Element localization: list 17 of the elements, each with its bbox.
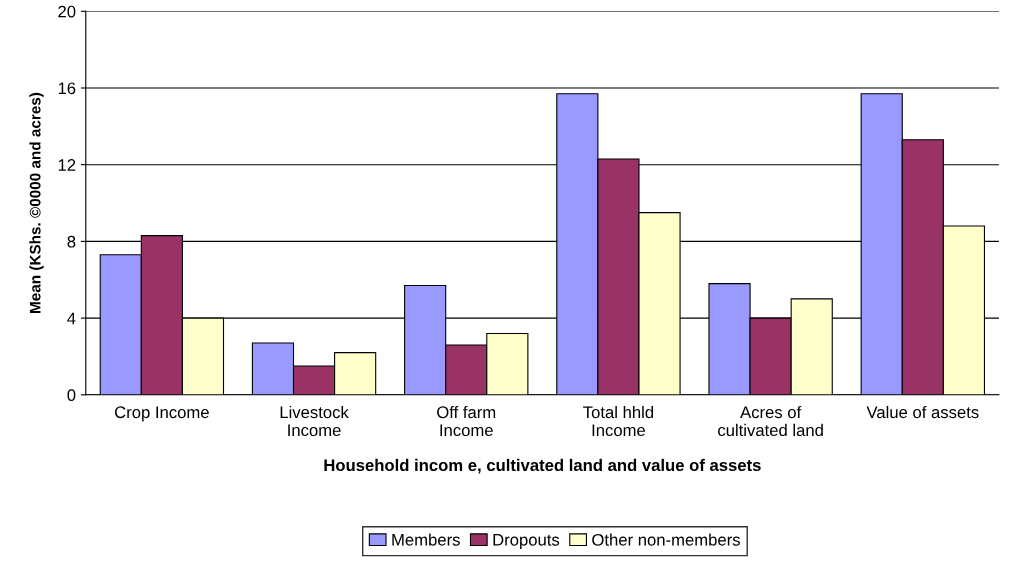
- y-tick-label: 12: [58, 159, 76, 171]
- y-tick-label: 0: [67, 389, 76, 401]
- x-axis-title: Household incom e, cultivated land and value of assets: [324, 458, 761, 474]
- x-tick-label: Total hhld Income: [583, 405, 654, 437]
- y-tick-label: 8: [67, 235, 76, 248]
- legend-label: Members: [392, 533, 460, 546]
- legend-label: Dropouts: [493, 534, 560, 549]
- y-tick-label: 16: [58, 82, 76, 95]
- x-tick-label: Off farm Income: [437, 405, 496, 437]
- x-tick-label: Crop Income: [115, 406, 209, 422]
- legend-label: Other non-members: [592, 533, 740, 546]
- y-tick-label: 20: [58, 5, 76, 18]
- x-tick-label: Livestock Income: [280, 405, 349, 437]
- x-tick-label: Acres of cultivated land: [718, 405, 823, 437]
- y-tick-label: 4: [67, 312, 76, 325]
- x-tick-label: Value of assets: [866, 405, 979, 419]
- y-axis-title: Mean (KShs. ©0000 and acres): [29, 92, 44, 313]
